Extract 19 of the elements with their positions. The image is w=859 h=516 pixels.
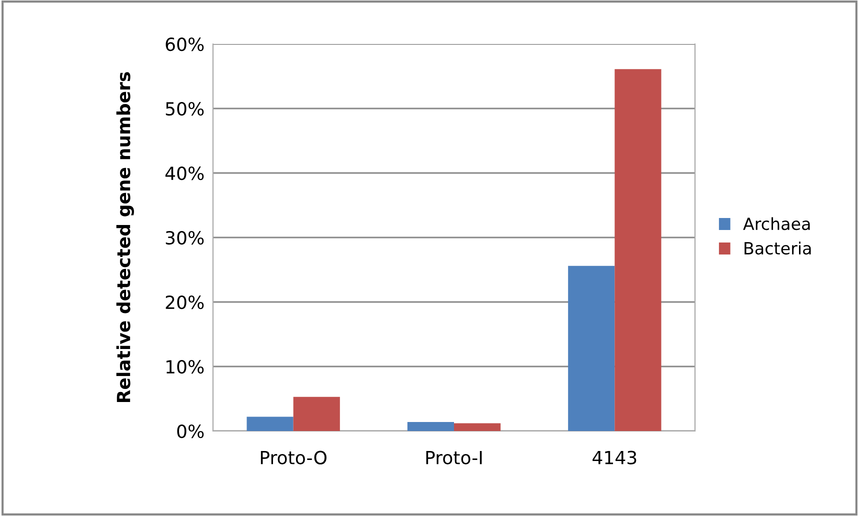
y-tick-label: 40% [165, 166, 204, 180]
y-tick-label: 30% [166, 230, 204, 245]
bar [246, 416, 294, 431]
x-tick-label: Proto-I [426, 451, 482, 464]
y-tick-label: 50% [166, 102, 204, 116]
bar [568, 266, 615, 431]
x-tick-label: 4143 [592, 450, 636, 464]
bar [454, 423, 501, 431]
y-axis-title: Relative detected gene numbers [116, 72, 134, 402]
y-tick-label: 60% [166, 37, 204, 52]
y-tick-label: 10% [166, 360, 204, 374]
bar [407, 422, 454, 431]
legend-label: Archaea [743, 217, 810, 230]
x-tick-label: Proto-O [260, 450, 326, 464]
bar [614, 69, 662, 431]
bar [293, 396, 340, 431]
legend-label: Bacteria [744, 242, 811, 255]
y-tick-label: 0% [177, 424, 204, 438]
y-tick-label: 20% [166, 295, 204, 310]
